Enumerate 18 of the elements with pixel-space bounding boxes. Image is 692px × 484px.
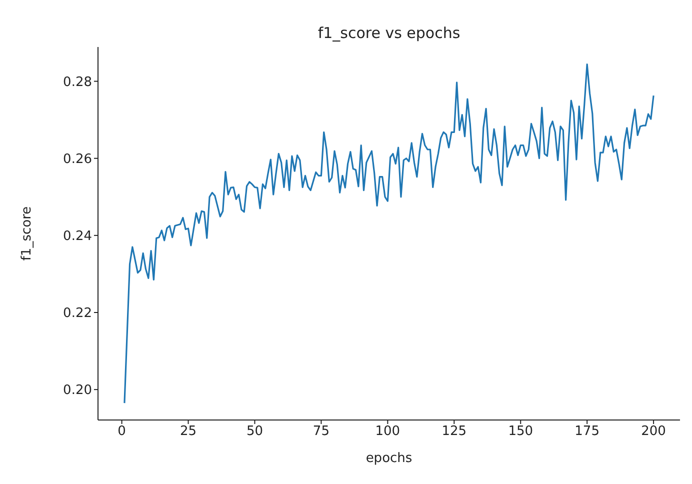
y-tick-label: 0.20: [63, 383, 92, 398]
x-tick-label: 175: [574, 424, 600, 440]
chart-title: f1_score vs epochs: [316, 24, 462, 42]
y-tick-label: 0.22: [63, 306, 92, 322]
x-tick-label: 25: [180, 424, 197, 440]
y-tick-label: 0.24: [63, 229, 92, 244]
x-tick-label: 200: [641, 424, 666, 440]
line-series: [124, 64, 654, 404]
x-tick-label: 100: [375, 424, 400, 440]
x-tick-label: 50: [246, 424, 264, 440]
x-tick-label: 125: [442, 424, 467, 440]
y-axis-title: f1_score: [20, 206, 35, 261]
x-tick-label: 150: [508, 424, 534, 440]
x-axis-title: epochs: [366, 451, 412, 466]
y-tick-label: 0.28: [63, 74, 92, 90]
x-tick-label: 75: [312, 424, 330, 440]
y-tick-label: 0.26: [63, 152, 92, 167]
x-tick-label: 0: [118, 424, 126, 440]
